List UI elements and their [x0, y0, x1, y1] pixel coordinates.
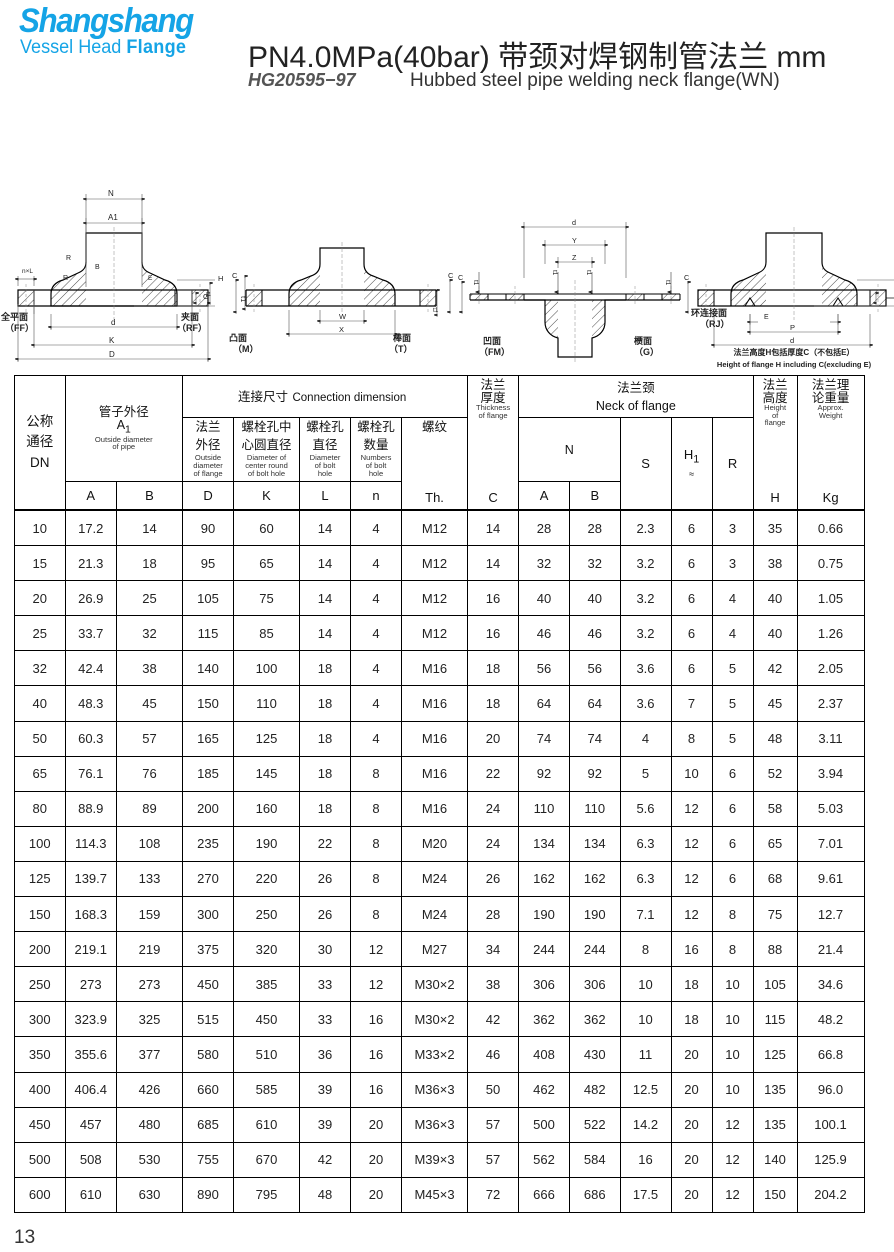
svg-text:Y: Y — [572, 236, 577, 245]
svg-text:Height of flange H including C: Height of flange H including C(excluding… — [717, 360, 872, 369]
svg-text:R: R — [63, 275, 68, 282]
svg-text:（FM）: （FM） — [479, 347, 510, 357]
svg-text:t1: t1 — [551, 270, 558, 276]
svg-text:棒面: 棒面 — [393, 332, 411, 343]
svg-text:法兰高度H包括厚度C（不包括E）: 法兰高度H包括厚度C（不包括E） — [734, 347, 855, 357]
svg-text:d: d — [572, 218, 576, 227]
svg-text:E: E — [148, 275, 153, 282]
svg-text:（RF）: （RF） — [177, 323, 207, 333]
svg-text:（G）: （G） — [634, 347, 659, 357]
svg-text:W: W — [339, 312, 347, 321]
svg-text:d: d — [111, 318, 115, 327]
svg-text:E: E — [764, 314, 769, 321]
svg-text:X: X — [339, 325, 344, 334]
svg-text:（RJ）: （RJ） — [700, 319, 730, 329]
svg-text:t1: t1 — [585, 270, 592, 276]
svg-text:C: C — [684, 273, 689, 282]
svg-text:凹面: 凹面 — [483, 336, 501, 346]
svg-text:t1: t1 — [433, 307, 439, 314]
svg-text:（T）: （T） — [389, 344, 413, 354]
svg-text:R: R — [66, 255, 71, 262]
svg-text:t1: t1 — [664, 280, 671, 286]
svg-text:B: B — [95, 264, 100, 271]
svg-text:n×L: n×L — [22, 268, 33, 275]
svg-text:P: P — [790, 323, 795, 332]
svg-text:H: H — [218, 274, 223, 283]
svg-text:t1: t1 — [204, 292, 211, 298]
svg-text:C: C — [232, 271, 238, 280]
svg-text:C: C — [458, 273, 463, 282]
svg-text:d: d — [790, 336, 794, 345]
svg-text:全平面: 全平面 — [0, 311, 28, 322]
svg-text:A1: A1 — [108, 213, 118, 222]
svg-text:凸面: 凸面 — [229, 333, 247, 343]
svg-text:槚面: 槚面 — [634, 335, 652, 346]
svg-text:t1: t1 — [239, 296, 248, 302]
svg-text:夹面: 夹面 — [181, 311, 199, 322]
svg-text:（M）: （M） — [233, 344, 259, 354]
svg-text:K: K — [109, 336, 115, 345]
svg-text:N: N — [108, 189, 114, 198]
svg-text:D: D — [109, 350, 115, 359]
svg-text:（FF）: （FF） — [5, 323, 34, 333]
svg-text:环连接面: 环连接面 — [691, 307, 727, 318]
svg-text:t1: t1 — [472, 280, 479, 286]
svg-text:Z: Z — [572, 253, 577, 262]
